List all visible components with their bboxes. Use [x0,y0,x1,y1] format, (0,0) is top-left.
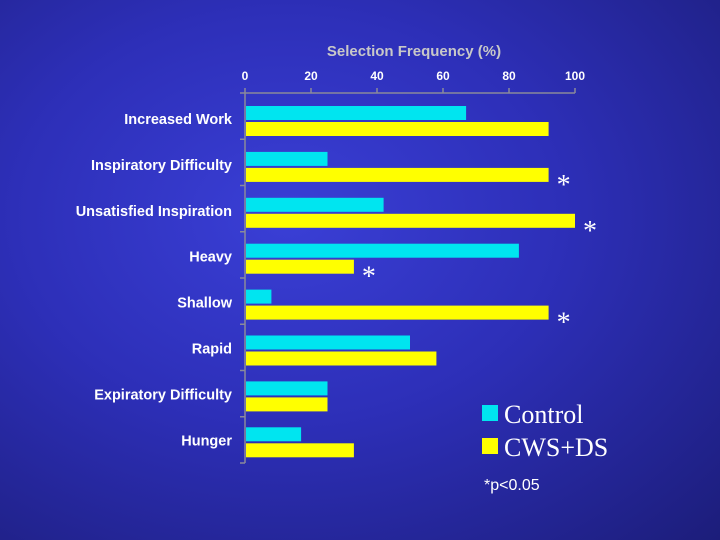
bar [246,122,549,136]
chart-title: Selection Frequency (%) [327,43,501,60]
chart-legend: Control CWS+DS [482,400,608,462]
bar [246,197,384,212]
bar [246,167,549,182]
bar [246,335,410,350]
category-label: Hunger [181,433,232,449]
legend-label: Control [504,400,583,429]
significance-note: *p<0.05 [484,477,540,494]
category-label: Increased Work [124,112,233,128]
legend-label: CWS+DS [504,433,608,462]
bar [246,259,354,274]
bar [246,213,575,228]
category-label: Expiratory Difficulty [94,387,232,403]
significance-markers: * * * * [362,170,597,339]
bar [246,305,549,320]
category-label: Heavy [189,250,232,266]
category-label: Inspiratory Difficulty [91,158,232,174]
bar [246,289,272,304]
category-label: Rapid [192,342,232,358]
bar [246,397,328,412]
category-label: Unsatisfied Inspiration [76,204,232,220]
x-tick-label: 40 [370,69,384,83]
x-tick-label: 20 [304,69,318,83]
significance-star: * [557,308,571,339]
significance-star: * [557,170,571,201]
x-tick-label: 80 [502,69,516,83]
bar [246,443,354,458]
legend-swatch [482,438,498,454]
bar [246,151,328,166]
bar [246,243,519,258]
legend-swatch [482,405,498,421]
chart-axes: 0 20 40 60 80 100 [240,69,585,464]
category-labels: Increased Work Inspiratory Difficulty Unsa… [76,112,233,449]
x-tick-label: 0 [242,69,249,83]
category-label: Shallow [177,296,233,312]
bar [246,106,467,120]
bar [246,351,437,366]
bar [246,381,328,396]
bar [246,427,302,442]
significance-star: * [362,262,376,293]
significance-star: * [583,216,597,247]
x-tick-label: 100 [565,69,585,83]
chart-bars [246,106,575,458]
x-tick-label: 60 [436,69,450,83]
